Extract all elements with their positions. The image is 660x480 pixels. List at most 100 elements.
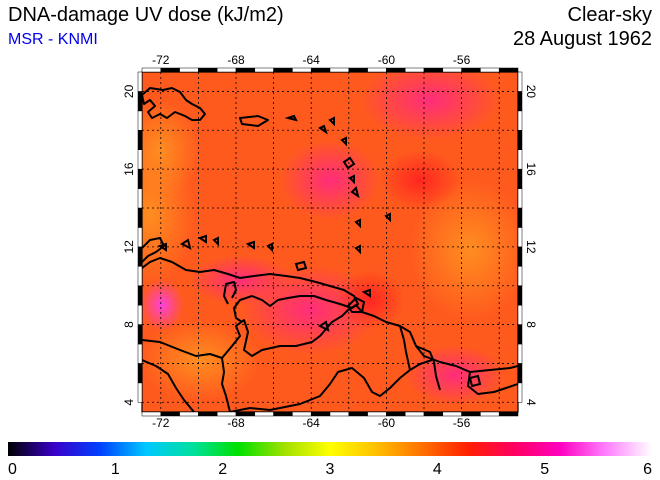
field-red-east <box>335 270 405 330</box>
colorbar <box>8 442 652 456</box>
border-guyana <box>399 325 411 371</box>
coast-guajira <box>142 237 165 263</box>
date-label: 28 August 1962 <box>512 28 652 50</box>
frame-band-top <box>480 67 500 73</box>
frame-band-left <box>137 110 143 131</box>
frame-band-right <box>517 285 523 306</box>
field-high-southeast <box>405 345 505 405</box>
frame-band-left <box>137 382 143 403</box>
lon-tick-label-bottom: -64 <box>303 416 321 430</box>
frame-band-left <box>137 91 143 112</box>
lat-tick-label-left: 20 <box>122 84 136 98</box>
coast-venezuela-north <box>142 257 359 323</box>
island-antigua <box>340 136 347 147</box>
frame-band-top <box>235 67 256 73</box>
colorbar-tick-label: 0 <box>8 461 17 478</box>
island-aruba <box>157 242 167 252</box>
frame-band-bottom <box>254 411 274 417</box>
frame-band-right <box>517 324 523 345</box>
island-chain-3 <box>266 242 273 253</box>
frame-band-left <box>137 343 143 364</box>
frame-band-top <box>461 67 481 73</box>
frame-band-top <box>442 67 462 73</box>
frame-band-top <box>386 67 406 73</box>
frame-band-right <box>517 304 523 325</box>
frame-band-top <box>423 67 444 73</box>
lon-tick-label-top: -72 <box>152 53 170 67</box>
frame-band-top <box>160 67 180 73</box>
frame-band-top <box>292 67 312 73</box>
coast-south-america <box>142 304 518 373</box>
lon-tick-label-bottom: -68 <box>227 416 245 430</box>
map-title: DNA-damage UV dose (kJ/m2) <box>8 4 284 26</box>
lon-tick-label-top: -64 <box>303 53 321 67</box>
frame-band-top <box>198 67 218 73</box>
field-high-north <box>280 140 380 220</box>
frame-band-top <box>179 67 199 73</box>
island-tobago <box>361 288 371 298</box>
frame-band-top <box>216 67 237 73</box>
frame-band-right <box>517 246 523 267</box>
island-delta-1 <box>318 320 330 332</box>
island-barbados <box>384 212 391 223</box>
lat-tick-label-right: 16 <box>524 162 538 176</box>
frame-band-left <box>137 149 143 170</box>
frame-band-bottom <box>480 411 500 417</box>
island-martinique <box>350 186 360 199</box>
frame-band-left <box>137 304 143 325</box>
island-st-kitts <box>318 124 328 135</box>
island-curacao <box>180 238 192 250</box>
lat-tick-label-left: 8 <box>122 321 136 328</box>
frame-band-left <box>137 266 143 286</box>
coast-french-guiana <box>467 371 518 395</box>
field-peak-west <box>142 279 184 331</box>
frame-band-bottom <box>404 411 425 417</box>
uv-dose-field <box>142 72 518 412</box>
field-red-northeast <box>380 150 460 210</box>
island-guadeloupe <box>342 156 356 170</box>
island-cluster-east <box>328 116 335 127</box>
frame-band-bottom <box>423 411 444 417</box>
colorbar-tick-label: 3 <box>326 461 335 478</box>
frame-band-left <box>137 324 143 345</box>
lon-tick-label-top: -68 <box>227 53 245 67</box>
lon-tick-label-bottom: -72 <box>152 416 170 430</box>
frame-band-top <box>498 67 519 73</box>
tick-labels: -72 -72 -68 -68 -64 -64 -60 -60 -56 -56 20 20 16 16 12… <box>122 53 538 430</box>
field-low-southwest <box>142 320 260 400</box>
coast-hispaniola <box>142 87 206 121</box>
lat-tick-label-right: 12 <box>524 240 538 254</box>
frame-band-top <box>329 67 350 73</box>
frame-band-top <box>367 67 387 73</box>
coast-puerto-rico <box>239 115 269 127</box>
frame-band-top <box>273 67 293 73</box>
frame-band-left <box>137 188 143 209</box>
frame-band-top <box>348 67 368 73</box>
island-dominica <box>348 174 355 185</box>
lat-tick-label-right: 4 <box>524 399 538 406</box>
field-low-east <box>410 180 518 320</box>
frame-band-left <box>137 363 143 384</box>
frame-band-right <box>517 266 523 286</box>
colorbar-tick-label: 4 <box>433 461 442 478</box>
frame-band-bottom <box>348 411 368 417</box>
frame-band-right <box>517 110 523 131</box>
island-los-roques <box>245 240 255 250</box>
lon-tick-label-bottom: -60 <box>378 416 396 430</box>
frame-band-right <box>517 227 523 248</box>
field-high-coast <box>190 255 290 305</box>
island-chain-2 <box>212 236 219 247</box>
border-colombia-venezuela <box>221 357 231 412</box>
frame-band-left <box>137 285 143 306</box>
lat-tick-label-left: 4 <box>122 399 136 406</box>
coast-maracaibo <box>223 281 237 305</box>
frame-band-left <box>137 227 143 248</box>
coast-colombia-west <box>142 359 195 412</box>
frame-band-left <box>137 168 143 189</box>
graticule <box>142 72 518 412</box>
island-guyana-1 <box>468 374 482 388</box>
frame-band-top <box>141 67 162 73</box>
frame-band-left <box>137 71 143 92</box>
coastlines <box>142 87 518 412</box>
